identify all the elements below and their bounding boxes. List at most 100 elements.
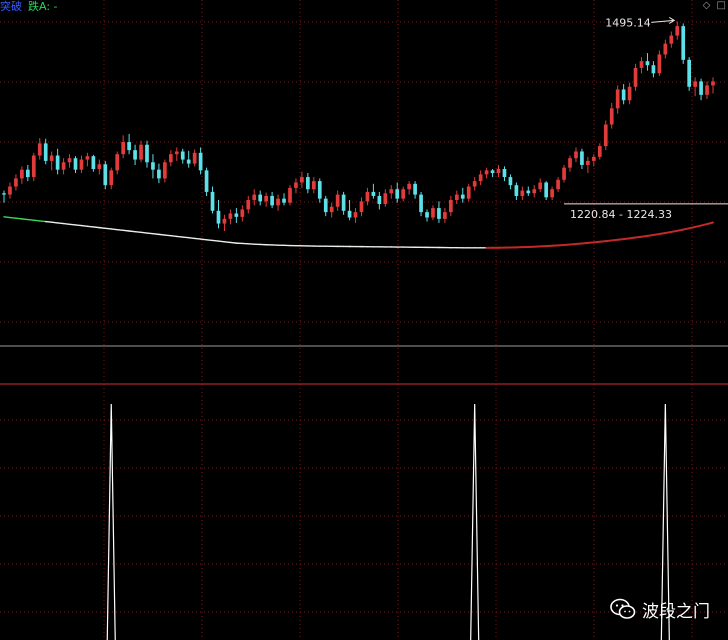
candle: [359, 197, 364, 217]
candle-body: [580, 151, 584, 165]
candle-body: [591, 156, 596, 161]
candle-body: [210, 191, 215, 211]
candle: [490, 169, 495, 178]
candle: [389, 185, 394, 199]
high-price-arrow: [651, 16, 676, 24]
candle-body: [675, 26, 680, 36]
candle: [43, 138, 48, 165]
candle-body: [627, 86, 632, 101]
candle-body: [603, 124, 608, 147]
candle: [115, 151, 120, 175]
candle-body: [335, 194, 340, 207]
ma-segment: [205, 239, 214, 242]
candle-body: [484, 170, 489, 175]
candle-body: [282, 198, 286, 203]
ma-segment: [706, 221, 714, 226]
candle: [311, 177, 316, 194]
candle: [580, 148, 584, 169]
candle: [300, 171, 304, 188]
candle: [198, 147, 203, 175]
ma-segment: [15, 217, 23, 220]
candle-body: [520, 190, 525, 196]
candle: [687, 57, 692, 91]
candle-body: [49, 155, 54, 161]
candle-body: [198, 152, 203, 171]
candle: [699, 78, 703, 101]
candle-body: [222, 218, 227, 224]
ma-segment: [217, 240, 226, 243]
ma-segment: [98, 226, 106, 230]
candle: [413, 181, 417, 199]
candle-body: [306, 177, 310, 190]
candle-body: [67, 158, 72, 163]
candle-body: [365, 191, 370, 202]
diamond-icon[interactable]: ◇: [702, 0, 711, 11]
candle-body: [544, 182, 549, 198]
candle-body: [204, 170, 209, 192]
ma-segment: [187, 237, 196, 240]
candle: [228, 209, 233, 225]
candle-body: [186, 159, 191, 164]
candle-body: [407, 183, 411, 190]
ma-segment: [3, 216, 11, 219]
candle: [323, 195, 328, 217]
candle-body: [663, 43, 668, 55]
candle: [407, 181, 411, 195]
candle: [8, 182, 12, 199]
ma-segment: [688, 225, 697, 230]
candle: [532, 185, 537, 198]
candle: [496, 164, 501, 178]
candle: [97, 159, 102, 175]
candle-body: [389, 189, 394, 194]
candle-body: [383, 193, 388, 205]
maximize-icon[interactable]: □: [716, 0, 726, 11]
candle-body: [311, 181, 316, 190]
candle-body: [472, 181, 477, 187]
candle-body: [401, 189, 406, 199]
candle: [526, 186, 531, 196]
candle-body: [556, 179, 560, 190]
candle: [306, 173, 310, 194]
ma-segment: [622, 237, 631, 241]
candle: [520, 186, 525, 200]
candle-body: [329, 206, 334, 213]
candle-body: [174, 151, 179, 155]
candle-body: [425, 212, 429, 218]
candle: [466, 183, 471, 202]
candle-body: [532, 189, 537, 194]
candle: [693, 77, 697, 97]
ma-segment: [176, 235, 184, 238]
candle: [282, 193, 286, 206]
candle-body: [437, 208, 441, 219]
candle: [705, 81, 709, 99]
signal-layer: [106, 403, 670, 640]
candle: [502, 166, 507, 182]
candle-body: [180, 151, 185, 160]
candle-body: [550, 189, 554, 198]
candle: [14, 174, 18, 191]
ma-segment: [640, 234, 649, 238]
ma-segment: [229, 241, 238, 244]
candle: [127, 133, 131, 155]
ma-segment: [694, 224, 703, 228]
candle-body: [639, 61, 644, 68]
candle: [377, 191, 382, 210]
candle-body: [157, 169, 161, 179]
candle-body: [252, 194, 257, 200]
candle-body: [705, 85, 709, 95]
ma-segment: [86, 225, 95, 228]
candle: [425, 209, 429, 222]
candle-body: [371, 191, 376, 196]
candle: [55, 148, 60, 175]
candle-body: [163, 162, 167, 179]
candle: [246, 195, 251, 214]
candle: [663, 39, 668, 59]
candle: [603, 120, 608, 151]
candle-body: [139, 144, 143, 160]
ma-segment: [50, 221, 59, 224]
candle: [73, 156, 78, 174]
ma-segment: [164, 234, 172, 237]
candle-body: [353, 212, 358, 218]
